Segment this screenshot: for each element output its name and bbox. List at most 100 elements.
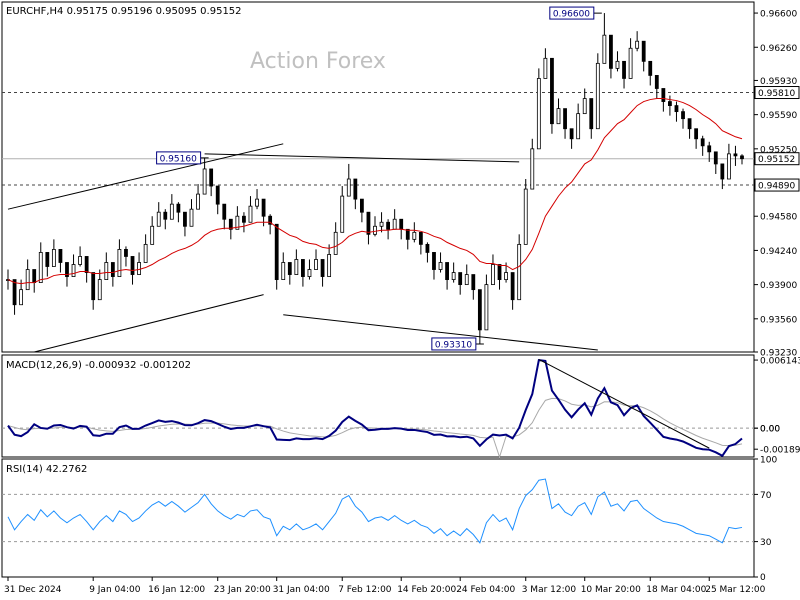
candle xyxy=(550,57,554,134)
candle-body xyxy=(674,105,679,113)
candle-body xyxy=(418,231,423,245)
candle xyxy=(150,216,155,245)
candle-body xyxy=(45,252,50,267)
rsi-line xyxy=(7,478,743,544)
candle-body xyxy=(261,198,266,217)
price-tick-label: 0.93900 xyxy=(760,281,797,291)
rsi-levels xyxy=(2,493,754,543)
candle xyxy=(340,186,345,233)
macd-lines xyxy=(7,358,743,459)
candle xyxy=(281,252,286,280)
candle-body xyxy=(740,155,744,160)
candle-body xyxy=(471,274,476,291)
candle-body xyxy=(713,151,718,165)
candle xyxy=(169,194,174,220)
candle-body xyxy=(399,218,404,230)
candle xyxy=(622,60,626,89)
candle-body xyxy=(569,128,574,140)
candle-body xyxy=(130,256,135,275)
candle xyxy=(294,249,299,275)
candle xyxy=(359,198,364,223)
candle-body xyxy=(150,225,155,245)
candle-body xyxy=(294,259,299,275)
time-tick-label: 23 Jan 20:00 xyxy=(214,585,271,595)
candle xyxy=(97,269,102,301)
candle xyxy=(25,259,30,291)
candle-body xyxy=(366,211,371,235)
price-annotation: 0.96600 xyxy=(549,6,602,20)
candle xyxy=(733,145,738,166)
candle xyxy=(700,135,705,156)
candle-body xyxy=(458,272,463,286)
candle xyxy=(451,262,456,283)
candle-body xyxy=(550,57,554,125)
candle-body xyxy=(156,211,161,227)
trendlines xyxy=(7,143,598,353)
candle xyxy=(477,289,482,344)
price-tick-label: 0.93230 xyxy=(760,349,797,359)
candle xyxy=(713,151,718,174)
watermark: Action Forex xyxy=(250,49,386,74)
candle-body xyxy=(189,208,194,227)
moving-average xyxy=(7,98,743,285)
candle xyxy=(418,231,423,255)
candle-body xyxy=(163,211,168,220)
candle-body xyxy=(687,118,692,130)
candle-body xyxy=(700,138,705,147)
candle xyxy=(458,272,463,295)
candle xyxy=(635,31,640,52)
candle-body xyxy=(530,148,535,190)
candle-body xyxy=(720,163,725,180)
candle-body xyxy=(497,264,502,280)
candle xyxy=(38,242,43,284)
candle xyxy=(333,222,338,255)
candle-body xyxy=(733,153,738,157)
candle xyxy=(274,223,279,290)
candle xyxy=(582,88,587,115)
price-level-tag: 0.95152 xyxy=(754,152,800,166)
candle-body xyxy=(268,215,273,225)
price-tick-label: 0.96600 xyxy=(760,10,797,20)
annotation-box xyxy=(156,151,202,165)
candle-body xyxy=(183,211,187,227)
price-level-box xyxy=(754,178,800,192)
rsi-panel: RSI(14) 42.2762 100 70 30 0 xyxy=(1,456,777,583)
candle-body xyxy=(38,252,43,284)
candle-body xyxy=(104,262,109,280)
candle-body xyxy=(392,218,397,230)
candle xyxy=(307,259,312,280)
candle-body xyxy=(340,195,345,233)
candle-body xyxy=(320,259,325,277)
candle xyxy=(189,199,194,227)
macd-tick-label: 0.00 xyxy=(760,425,780,435)
candle xyxy=(707,141,712,162)
candle-body xyxy=(425,243,430,253)
time-tick-label: 24 Feb 04:00 xyxy=(456,585,515,595)
candle xyxy=(641,40,646,72)
rsi-axis: 100 70 30 0 xyxy=(754,456,777,583)
candle-body xyxy=(477,289,482,331)
candle xyxy=(674,101,679,122)
candle-body xyxy=(373,225,377,235)
candle-body xyxy=(504,272,508,280)
candle-body xyxy=(327,254,332,277)
rsi-tick-label: 100 xyxy=(760,456,777,466)
candle-body xyxy=(628,47,633,79)
candle xyxy=(91,272,96,310)
candle xyxy=(301,259,305,287)
candle-body xyxy=(314,259,318,270)
candle-body xyxy=(661,88,666,102)
candle-body xyxy=(235,215,240,230)
candle xyxy=(124,246,128,267)
candle-body xyxy=(379,221,384,227)
candle xyxy=(248,196,253,223)
price-level-box xyxy=(754,86,800,100)
rsi-tick-label: 70 xyxy=(760,491,772,501)
candle-body xyxy=(523,188,528,245)
candle xyxy=(386,219,391,240)
price-annotation: 0.95160 xyxy=(156,151,209,165)
macd-tick-label: 0.00 xyxy=(760,425,780,435)
candle-body xyxy=(124,249,128,257)
candle-body xyxy=(707,145,712,153)
candle xyxy=(563,108,567,139)
